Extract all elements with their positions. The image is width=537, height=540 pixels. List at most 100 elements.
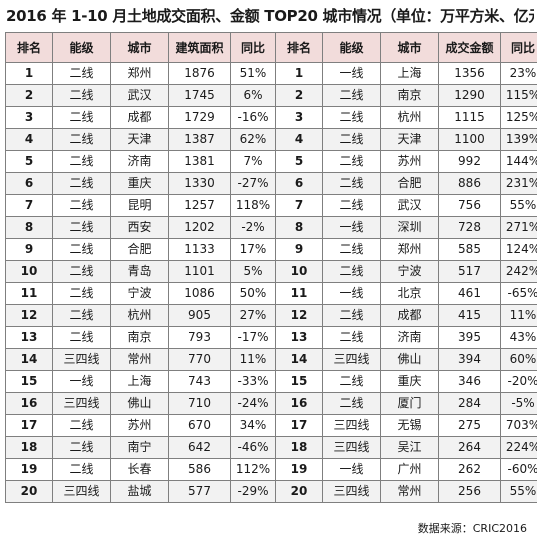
amount-city-cell: 厦门 — [380, 392, 439, 415]
area-value-cell: 793 — [168, 326, 231, 349]
area-rank-cell: 20 — [5, 480, 53, 503]
area-value-cell: 1101 — [168, 260, 231, 283]
area-tier-cell: 三四线 — [52, 392, 111, 415]
amount-city-cell: 成都 — [380, 304, 439, 327]
area-city-cell: 苏州 — [110, 414, 169, 437]
amount-city-cell: 北京 — [380, 282, 439, 305]
amount-value-cell: 284 — [438, 392, 501, 415]
amount-value-cell: 394 — [438, 348, 501, 371]
amount-rank-cell: 15 — [275, 370, 323, 393]
amount-city-cell: 合肥 — [380, 172, 439, 195]
header-tier: 能级 — [52, 32, 111, 63]
area-rank-cell: 2 — [5, 84, 53, 107]
area-tier-cell: 二线 — [52, 84, 111, 107]
area-yoy-cell: -46% — [230, 436, 276, 459]
area-yoy-cell: 6% — [230, 84, 276, 107]
header-rank: 排名 — [5, 32, 53, 63]
amount-tier-cell: 二线 — [322, 304, 381, 327]
amount-rank-cell: 2 — [275, 84, 323, 107]
amount-tier-cell: 二线 — [322, 172, 381, 195]
area-rank-cell: 1 — [5, 62, 53, 85]
amount-yoy-cell: 43% — [500, 326, 537, 349]
amount-rank-cell: 18 — [275, 436, 323, 459]
area-rank-cell: 6 — [5, 172, 53, 195]
table-row: 12 二线 杭州 905 27% 12 二线 成都 415 11% — [5, 304, 537, 327]
area-value-cell: 577 — [168, 480, 231, 503]
area-value-cell: 1133 — [168, 238, 231, 261]
amount-yoy-cell: -20% — [500, 370, 537, 393]
area-tier-cell: 二线 — [52, 172, 111, 195]
amount-yoy-cell: 55% — [500, 480, 537, 503]
area-city-cell: 青岛 — [110, 260, 169, 283]
amount-rank-cell: 5 — [275, 150, 323, 173]
area-rank-cell: 18 — [5, 436, 53, 459]
amount-rank-cell: 13 — [275, 326, 323, 349]
area-value-cell: 586 — [168, 458, 231, 481]
area-value-cell: 1381 — [168, 150, 231, 173]
amount-rank-cell: 20 — [275, 480, 323, 503]
area-yoy-cell: -27% — [230, 172, 276, 195]
area-city-cell: 杭州 — [110, 304, 169, 327]
amount-value-cell: 275 — [438, 414, 501, 437]
amount-tier-cell: 三四线 — [322, 436, 381, 459]
amount-yoy-cell: 115% — [500, 84, 537, 107]
area-tier-cell: 二线 — [52, 216, 111, 239]
header-amount-yoy: 同比 — [500, 32, 537, 63]
area-yoy-cell: 5% — [230, 260, 276, 283]
area-city-cell: 郑州 — [110, 62, 169, 85]
area-value-cell: 1387 — [168, 128, 231, 151]
table-row: 6 二线 重庆 1330 -27% 6 二线 合肥 886 231% — [5, 172, 537, 195]
area-rank-cell: 7 — [5, 194, 53, 217]
amount-yoy-cell: 124% — [500, 238, 537, 261]
amount-rank-cell: 8 — [275, 216, 323, 239]
area-tier-cell: 二线 — [52, 238, 111, 261]
amount-rank-cell: 17 — [275, 414, 323, 437]
header-area: 建筑面积 — [168, 32, 231, 63]
amount-city-cell: 佛山 — [380, 348, 439, 371]
header-amount: 成交金额 — [438, 32, 501, 63]
amount-yoy-cell: 139% — [500, 128, 537, 151]
amount-city-cell: 郑州 — [380, 238, 439, 261]
area-rank-cell: 11 — [5, 282, 53, 305]
header-row: 排名 能级 城市 建筑面积 同比 排名 能级 城市 成交金额 同比 — [5, 32, 537, 63]
amount-yoy-cell: 60% — [500, 348, 537, 371]
amount-yoy-cell: 23% — [500, 62, 537, 85]
amount-value-cell: 346 — [438, 370, 501, 393]
area-rank-cell: 14 — [5, 348, 53, 371]
amount-city-cell: 重庆 — [380, 370, 439, 393]
area-tier-cell: 一线 — [52, 370, 111, 393]
area-tier-cell: 二线 — [52, 194, 111, 217]
area-yoy-cell: 50% — [230, 282, 276, 305]
amount-value-cell: 728 — [438, 216, 501, 239]
amount-value-cell: 756 — [438, 194, 501, 217]
area-tier-cell: 二线 — [52, 106, 111, 129]
area-tier-cell: 二线 — [52, 458, 111, 481]
amount-yoy-cell: 55% — [500, 194, 537, 217]
amount-value-cell: 256 — [438, 480, 501, 503]
amount-city-cell: 武汉 — [380, 194, 439, 217]
area-yoy-cell: 11% — [230, 348, 276, 371]
area-rank-cell: 19 — [5, 458, 53, 481]
header-rank: 排名 — [275, 32, 323, 63]
area-yoy-cell: 17% — [230, 238, 276, 261]
area-value-cell: 743 — [168, 370, 231, 393]
area-city-cell: 济南 — [110, 150, 169, 173]
area-city-cell: 成都 — [110, 106, 169, 129]
amount-value-cell: 415 — [438, 304, 501, 327]
amount-tier-cell: 一线 — [322, 282, 381, 305]
table-row: 9 二线 合肥 1133 17% 9 二线 郑州 585 124% — [5, 238, 537, 261]
area-value-cell: 1330 — [168, 172, 231, 195]
table-row: 8 二线 西安 1202 -2% 8 一线 深圳 728 271% — [5, 216, 537, 239]
amount-tier-cell: 二线 — [322, 150, 381, 173]
table-row: 5 二线 济南 1381 7% 5 二线 苏州 992 144% — [5, 150, 537, 173]
amount-yoy-cell: 271% — [500, 216, 537, 239]
amount-rank-cell: 1 — [275, 62, 323, 85]
top20-table: 排名 能级 城市 建筑面积 同比 排名 能级 城市 成交金额 同比 1 二线 郑州 1… — [5, 32, 537, 503]
area-value-cell: 1202 — [168, 216, 231, 239]
area-city-cell: 盐城 — [110, 480, 169, 503]
area-rank-cell: 17 — [5, 414, 53, 437]
amount-tier-cell: 二线 — [322, 370, 381, 393]
header-area-yoy: 同比 — [230, 32, 276, 63]
amount-value-cell: 886 — [438, 172, 501, 195]
amount-yoy-cell: 11% — [500, 304, 537, 327]
